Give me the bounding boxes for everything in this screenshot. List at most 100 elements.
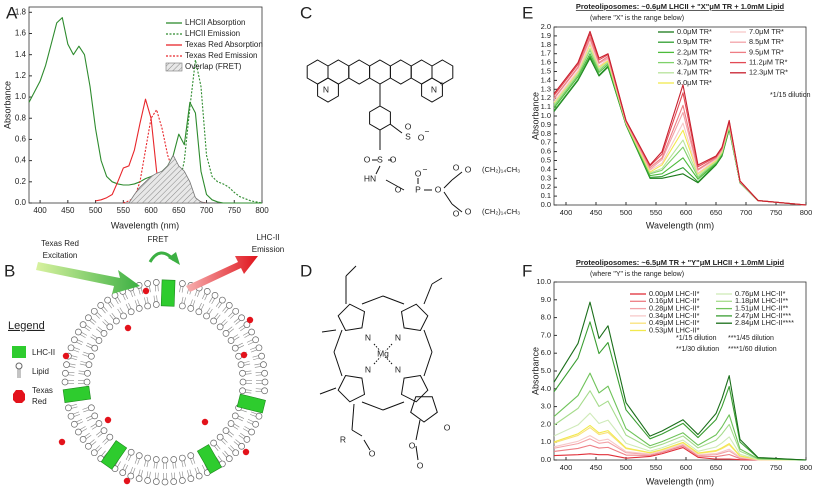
texas-red-dye (201, 418, 209, 426)
lipid-head (170, 478, 178, 485)
legend-label: Red (32, 397, 47, 406)
atom-label: P (415, 184, 421, 194)
lipid-head (243, 436, 251, 443)
lipid-head (100, 330, 108, 337)
lipid-head (195, 308, 203, 316)
lipid-head (135, 475, 143, 482)
bond (423, 329, 433, 353)
y-tick-label: 0.3 (541, 173, 551, 182)
y-tick-label: 0.2 (541, 182, 551, 191)
lipid-head (216, 433, 224, 441)
lipid-head (235, 352, 242, 360)
legend-label: 12.3μM TR* (749, 68, 788, 77)
lipid-head (195, 472, 203, 480)
lipid-head (238, 314, 245, 322)
atom-label: − (423, 164, 428, 174)
series-line (553, 446, 806, 461)
bond (361, 295, 384, 305)
lipid-head (211, 292, 219, 299)
lipid-head (225, 455, 233, 462)
y-tick-label: 1.6 (541, 58, 551, 67)
lipid-head (95, 420, 103, 427)
atom-label: O (409, 440, 416, 450)
bond (382, 401, 405, 411)
panel-label: E (522, 3, 533, 22)
lipid-head (106, 323, 114, 331)
lipid-head (127, 308, 135, 316)
lipid-head (152, 301, 160, 308)
y-tick-label: 1.0 (15, 92, 27, 101)
legend-label: Texas (32, 386, 53, 395)
atom-label: O (453, 162, 460, 172)
atom-label: N (365, 332, 371, 342)
x-axis-label: Wavelength (nm) (111, 220, 179, 230)
lipid-head (179, 477, 186, 484)
series-line (553, 435, 807, 461)
annotation: *1/15 dilution (676, 335, 717, 342)
lipid-head (104, 296, 111, 304)
ring (348, 59, 371, 85)
legend-label: Texas Red Emission (185, 51, 257, 60)
chart: 0.0 1.0 2.0 3.0 4.0 5.0 6.0 7.0 8.0 9.0 10.0 400 450… (530, 258, 812, 486)
y-tick-label: 1.8 (15, 7, 27, 16)
annotation: **1/30 dilution (676, 346, 719, 353)
lipid-head (88, 352, 95, 360)
panel-label: C (300, 3, 312, 22)
y-tick-label: 1.5 (541, 66, 551, 75)
chart-title: Proteoliposomes: ~0.6μM LHCII + "X"μM TR… (576, 2, 785, 11)
lipid-head (144, 454, 151, 462)
lipid-head (255, 412, 263, 420)
y-tick-label: 0.5 (541, 155, 551, 164)
legend-label: Lipid (32, 367, 49, 376)
legend-label: 0.49μM LHC-II* (649, 318, 700, 327)
bond (382, 295, 405, 305)
bond (431, 277, 443, 285)
y-tick-label: 1.9 (541, 31, 551, 40)
y-tick-label: 1.2 (15, 71, 27, 80)
y-tick-label: 0.2 (15, 177, 27, 186)
lipid-head (261, 369, 268, 377)
x-tick-label: 450 (590, 208, 603, 217)
atom-label: O (390, 154, 397, 164)
lipid-head (71, 336, 78, 344)
panel-label: F (522, 261, 532, 280)
y-tick-label: 0.8 (15, 113, 27, 122)
legend-texas-red (13, 390, 25, 403)
x-tick-label: 500 (620, 208, 633, 217)
lipid-head (75, 328, 82, 336)
lipid-head (106, 433, 114, 441)
ring (389, 59, 412, 85)
y-tick-label: 1.1 (541, 102, 551, 111)
texas-red-dye (58, 438, 66, 446)
lipid-head (248, 328, 255, 336)
legend-label: 1.18μM LHC-II** (735, 296, 788, 305)
lipid-head (90, 449, 98, 457)
bond (361, 401, 384, 411)
lipid-head (170, 456, 178, 463)
x-tick-label: 400 (560, 463, 573, 472)
legend-title: Legend (8, 320, 45, 332)
x-tick-label: 550 (650, 208, 663, 217)
bond (451, 171, 463, 181)
lipid-head (127, 448, 135, 456)
y-tick-label: 1.2 (541, 93, 551, 102)
atom-label: − (425, 126, 430, 136)
lipid-head (119, 469, 127, 476)
lipid-head (97, 302, 105, 309)
lipid-head (161, 478, 169, 486)
fret-arrowhead (168, 252, 180, 265)
bond (321, 329, 337, 333)
ring (369, 105, 391, 131)
texas-red-dye (62, 352, 70, 360)
legend-label: 0.53μM LHC-II* (649, 325, 700, 334)
lipid-head (144, 280, 151, 287)
texas-red-dye (240, 351, 248, 359)
bond (423, 351, 433, 377)
lhcii-protein (196, 444, 223, 474)
panel-label: D (300, 261, 312, 280)
y-tick-label: 0.4 (541, 164, 551, 173)
legend-label: 2.2μM TR* (677, 47, 712, 56)
series-line (553, 412, 807, 461)
lipid-head (243, 321, 251, 328)
bond (443, 191, 453, 205)
